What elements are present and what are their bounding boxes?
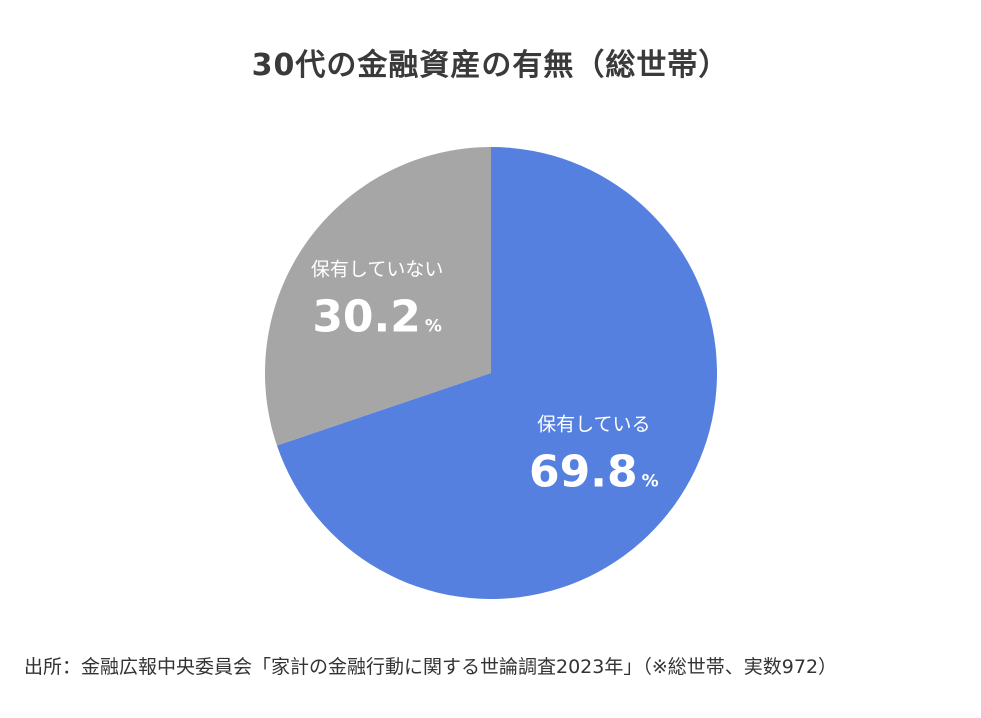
chart-title: 30代の金融資産の有無（総世帯） xyxy=(251,48,730,83)
slice-value-0: 69.8% xyxy=(529,447,659,498)
slice-value-1: 30.2% xyxy=(312,291,442,342)
pie-slice-1 xyxy=(265,147,491,446)
slice-label-0: 保有している xyxy=(537,414,650,436)
pie-slice-0 xyxy=(276,147,717,599)
source-note: 出所：金融広報中央委員会「家計の金融行動に関する世論調査2023年」（※総世帯、… xyxy=(24,656,838,678)
slice-label-1: 保有していない xyxy=(311,258,443,280)
